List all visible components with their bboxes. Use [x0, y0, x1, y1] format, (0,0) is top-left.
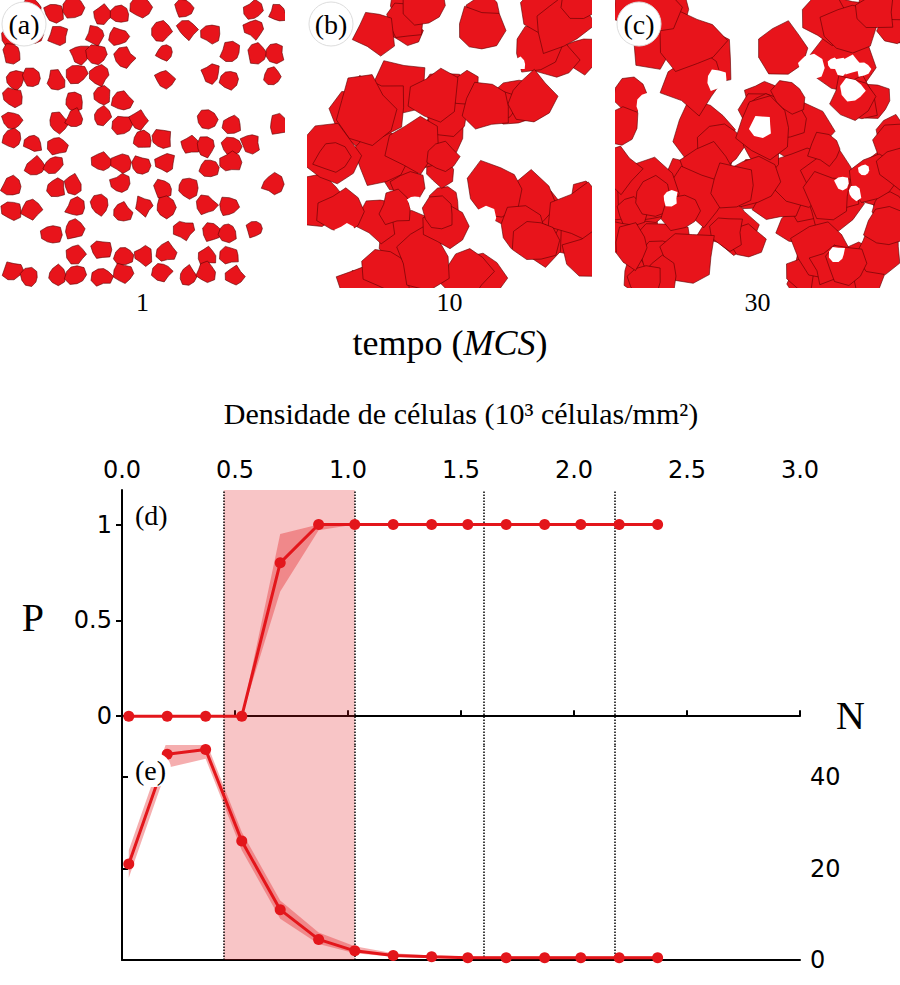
svg-text:(e): (e)	[135, 755, 166, 786]
svg-text:2.5: 2.5	[668, 456, 706, 484]
svg-text:40: 40	[810, 763, 841, 791]
html-text:1: 1	[136, 288, 149, 317]
svg-text:N: N	[836, 693, 865, 738]
svg-text:0.5: 0.5	[216, 456, 254, 484]
svg-text:3.0: 3.0	[781, 456, 819, 484]
svg-text:Densidade de células (10³ célu: Densidade de células (10³ células/mm²)	[224, 397, 699, 431]
svg-text:1: 1	[97, 511, 112, 539]
svg-text:1.5: 1.5	[442, 456, 480, 484]
svg-text:2.0: 2.0	[555, 456, 593, 484]
html-text:10: 10	[436, 288, 463, 317]
svg-text:(c): (c)	[623, 9, 654, 40]
svg-text:20: 20	[810, 855, 841, 883]
svg-text:(d): (d)	[135, 500, 168, 531]
svg-text:1.0: 1.0	[329, 456, 367, 484]
svg-text:0: 0	[810, 946, 825, 974]
svg-text:(b): (b)	[315, 9, 348, 40]
svg-text:0.5: 0.5	[74, 606, 112, 634]
html-text:30: 30	[744, 288, 771, 317]
svg-text:(a): (a)	[8, 9, 39, 40]
svg-text:0: 0	[97, 702, 112, 730]
html-text:tempo (MCS): tempo (MCS)	[352, 323, 548, 363]
svg-text:0.0: 0.0	[103, 456, 141, 484]
svg-text:P: P	[22, 595, 44, 640]
